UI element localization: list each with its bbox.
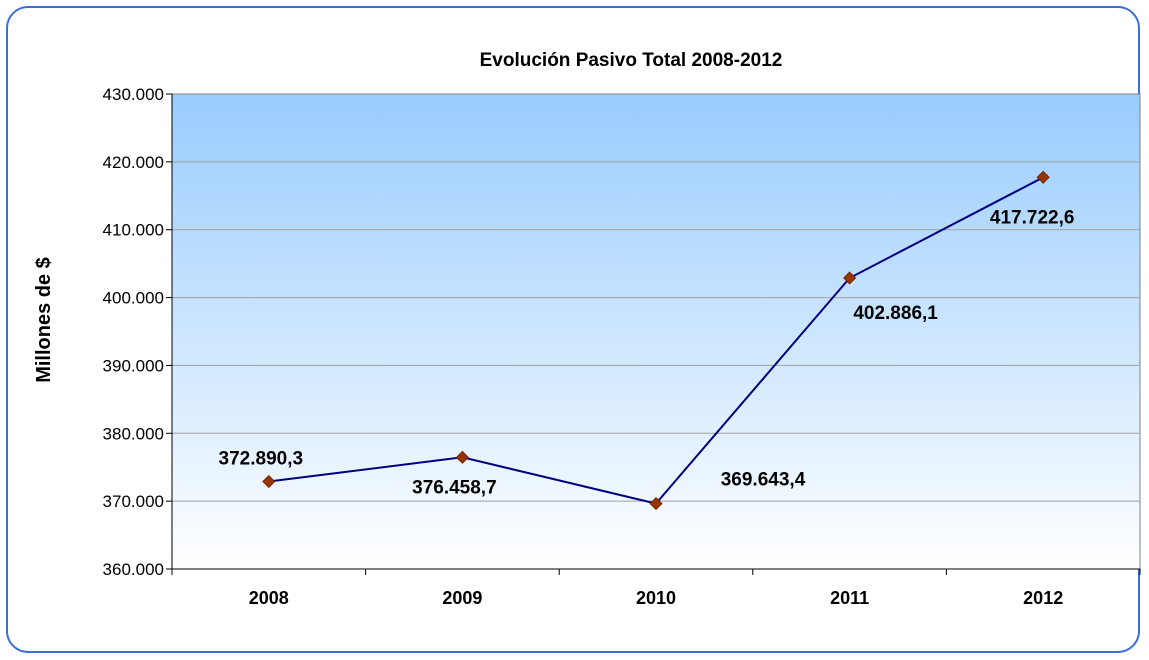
data-point <box>843 271 857 285</box>
x-tick-label: 2011 <box>830 588 869 608</box>
data-label: 372.890,3 <box>219 449 304 470</box>
y-tick-label: 380.000 <box>103 424 164 443</box>
data-point <box>455 450 469 464</box>
data-point <box>649 496 663 511</box>
y-tick-label: 430.000 <box>103 85 164 104</box>
y-tick-label: 370.000 <box>103 492 164 511</box>
y-tick-label: 360.000 <box>103 560 164 579</box>
data-point <box>1036 170 1050 184</box>
x-tick-label: 2008 <box>249 588 289 608</box>
y-tick-label: 390.000 <box>103 356 164 375</box>
x-axis: 2008 2009 2010 2011 2012 <box>171 568 1141 608</box>
y-tick-label: 420.000 <box>103 153 164 172</box>
data-label: 369.643,4 <box>721 470 806 491</box>
y-tick-label: 410.000 <box>103 221 164 240</box>
y-axis: 360.000 370.000 380.000 390.000 400.000 410.0… <box>103 85 173 579</box>
data-label: 376.458,7 <box>412 477 497 498</box>
x-tick-label: 2009 <box>442 588 482 608</box>
x-tick-label: 2010 <box>636 588 676 608</box>
gridlines <box>172 161 1140 502</box>
line-chart: Evolución Pasivo Total 2008-2012 360.000… <box>33 50 1141 608</box>
data-label: 417.722,6 <box>990 207 1075 228</box>
chart-frame: Evolución Pasivo Total 2008-2012 360.000… <box>6 6 1141 653</box>
chart-title: Evolución Pasivo Total 2008-2012 <box>480 50 783 71</box>
x-tick-label: 2012 <box>1023 588 1063 608</box>
data-point <box>262 474 276 489</box>
y-tick-label: 400.000 <box>103 289 164 308</box>
data-label: 402.886,1 <box>853 303 938 324</box>
y-axis-label: Millones de $ <box>33 257 55 383</box>
data-labels: 372.890,3 376.458,7 369.643,4 402.886,1 417.… <box>219 207 1075 498</box>
plot-area <box>171 93 1141 570</box>
series-line <box>262 170 1050 511</box>
